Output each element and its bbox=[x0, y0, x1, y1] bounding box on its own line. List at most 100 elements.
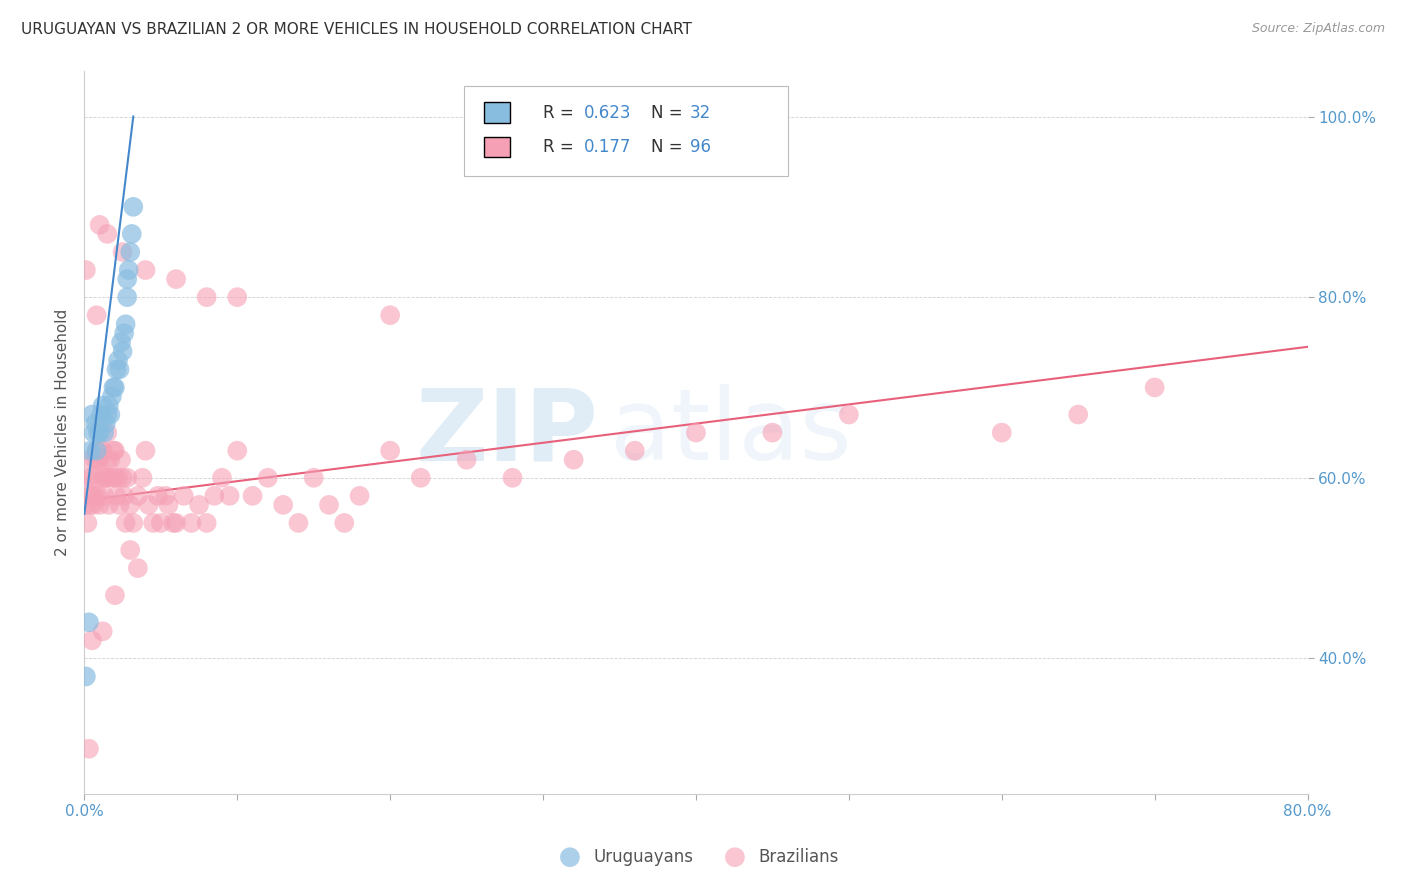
Point bbox=[991, 425, 1014, 440]
Point bbox=[333, 516, 356, 530]
Point bbox=[456, 452, 478, 467]
Point bbox=[211, 471, 233, 485]
Point bbox=[90, 408, 112, 422]
Point bbox=[76, 516, 98, 530]
Point bbox=[77, 615, 100, 630]
Point bbox=[195, 516, 218, 530]
Point bbox=[257, 471, 280, 485]
Point bbox=[127, 561, 149, 575]
Point bbox=[138, 498, 160, 512]
Point bbox=[271, 498, 294, 512]
Point bbox=[226, 443, 249, 458]
Point bbox=[96, 471, 118, 485]
Point bbox=[87, 489, 110, 503]
Point bbox=[502, 471, 524, 485]
Point bbox=[83, 425, 105, 440]
Point bbox=[1143, 380, 1166, 394]
Point bbox=[104, 443, 127, 458]
Point bbox=[562, 452, 585, 467]
Point bbox=[349, 489, 371, 503]
Point bbox=[108, 362, 131, 376]
Point bbox=[89, 452, 111, 467]
Point bbox=[120, 498, 142, 512]
Point bbox=[111, 471, 134, 485]
Point bbox=[115, 290, 138, 304]
Point bbox=[114, 516, 136, 530]
Point bbox=[77, 489, 100, 503]
Point bbox=[96, 452, 118, 467]
Point bbox=[202, 489, 225, 503]
Point bbox=[111, 244, 134, 259]
Legend: Uruguayans, Brazilians: Uruguayans, Brazilians bbox=[547, 841, 845, 872]
Point bbox=[111, 344, 134, 359]
Text: 0.177: 0.177 bbox=[583, 138, 631, 156]
Point bbox=[188, 498, 211, 512]
Point bbox=[86, 308, 108, 322]
Point bbox=[103, 380, 125, 394]
Point bbox=[118, 263, 141, 277]
Point bbox=[80, 633, 103, 648]
Point bbox=[98, 408, 121, 422]
Point bbox=[86, 443, 108, 458]
Point bbox=[149, 516, 172, 530]
Point bbox=[79, 498, 101, 512]
Point bbox=[1067, 408, 1090, 422]
Point bbox=[104, 471, 127, 485]
Point bbox=[96, 227, 118, 241]
Point bbox=[91, 399, 114, 413]
Point bbox=[94, 417, 117, 431]
Point bbox=[218, 489, 240, 503]
Point bbox=[162, 516, 184, 530]
Text: N =: N = bbox=[651, 103, 688, 121]
Point bbox=[101, 389, 124, 403]
Point bbox=[80, 489, 103, 503]
Point bbox=[122, 516, 145, 530]
Point bbox=[83, 498, 105, 512]
Point bbox=[165, 272, 187, 286]
Point bbox=[226, 290, 249, 304]
Point bbox=[624, 443, 647, 458]
Point bbox=[318, 498, 340, 512]
Point bbox=[89, 498, 111, 512]
Point bbox=[77, 741, 100, 756]
Point bbox=[838, 408, 860, 422]
Point bbox=[80, 408, 103, 422]
Point bbox=[104, 588, 127, 602]
Point bbox=[380, 443, 402, 458]
Point bbox=[131, 471, 153, 485]
Point bbox=[115, 471, 138, 485]
Point bbox=[94, 471, 117, 485]
Point bbox=[105, 489, 128, 503]
Text: URUGUAYAN VS BRAZILIAN 2 OR MORE VEHICLES IN HOUSEHOLD CORRELATION CHART: URUGUAYAN VS BRAZILIAN 2 OR MORE VEHICLE… bbox=[21, 22, 692, 37]
Y-axis label: 2 or more Vehicles in Household: 2 or more Vehicles in Household bbox=[55, 309, 70, 557]
Point bbox=[91, 624, 114, 639]
Point bbox=[91, 443, 114, 458]
Point bbox=[287, 516, 309, 530]
Point bbox=[173, 489, 195, 503]
Text: R =: R = bbox=[543, 138, 579, 156]
Point bbox=[105, 362, 128, 376]
Point bbox=[93, 489, 115, 503]
Point bbox=[84, 417, 107, 431]
Point bbox=[75, 263, 97, 277]
Point bbox=[127, 489, 149, 503]
Point bbox=[380, 308, 402, 322]
Point bbox=[110, 452, 132, 467]
Point bbox=[86, 443, 108, 458]
Point bbox=[180, 516, 202, 530]
Point bbox=[80, 471, 103, 485]
Point bbox=[90, 443, 112, 458]
Point bbox=[87, 452, 110, 467]
Point bbox=[97, 399, 120, 413]
Point bbox=[84, 489, 107, 503]
Point bbox=[89, 218, 111, 232]
Point bbox=[115, 272, 138, 286]
Point bbox=[114, 318, 136, 332]
Point bbox=[97, 498, 120, 512]
Point bbox=[79, 452, 101, 467]
Point bbox=[242, 489, 264, 503]
Point bbox=[84, 452, 107, 467]
FancyBboxPatch shape bbox=[464, 86, 787, 176]
Point bbox=[155, 489, 177, 503]
Point bbox=[75, 669, 97, 683]
